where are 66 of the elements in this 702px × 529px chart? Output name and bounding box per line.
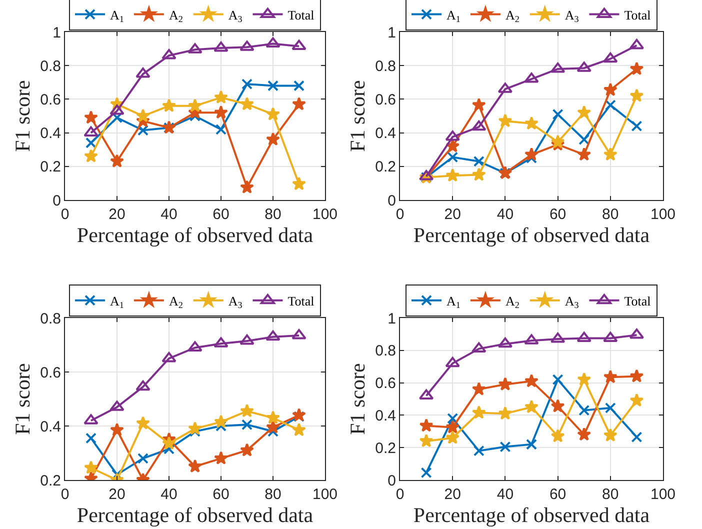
y-tick-label: 0.6 [375, 375, 396, 392]
x-tick-label: 60 [549, 486, 566, 503]
y-tick-label: 0 [388, 472, 396, 490]
x-tick-label: 60 [212, 206, 230, 223]
x-tick-label: 100 [312, 486, 338, 503]
y-tick-label: 0.4 [375, 407, 396, 424]
legend-label: A$_{3}$ [228, 7, 243, 24]
y-tick-label: 1 [388, 24, 396, 42]
y-tick-label: 1 [388, 310, 396, 328]
x-axis-title: Percentage of observed data [413, 503, 650, 527]
x-tick-label: 100 [650, 206, 676, 223]
y-tick-label: 0 [388, 192, 396, 210]
y-tick-label: 0.8 [40, 58, 61, 75]
x-tick-label: 40 [496, 206, 514, 223]
legend-label: Total [288, 293, 315, 308]
x-tick-label: 80 [264, 486, 282, 503]
y-tick-label: 0.4 [40, 418, 61, 436]
y-tick-label: 0.6 [40, 364, 61, 382]
x-tick-label: 100 [312, 206, 338, 223]
x-tick-label: 60 [549, 206, 566, 223]
x-tick-label: 20 [444, 486, 461, 503]
x-tick-label: 20 [108, 206, 126, 223]
legend-label: Total [288, 7, 315, 22]
legend-label: Total [624, 7, 652, 22]
y-axis-title: F1 score [10, 363, 34, 435]
x-tick-label: 40 [496, 486, 514, 503]
legend-label: A$_{3}$ [228, 293, 243, 310]
legend-label: A$_{3}$ [564, 7, 580, 24]
x-axis-title: Percentage of observed data [76, 223, 314, 247]
y-tick-label: 0.6 [40, 91, 61, 108]
y-axis-title: F1 score [345, 80, 370, 152]
x-tick-label: 80 [602, 206, 619, 223]
legend-label: A$_{3}$ [564, 293, 580, 310]
x-axis-title: Percentage of observed data [413, 223, 650, 247]
y-tick-label: 1 [52, 24, 61, 42]
y-tick-label: 0.8 [375, 342, 396, 360]
y-axis-title: F1 score [345, 363, 370, 435]
y-tick-label: 0.2 [40, 158, 61, 176]
y-tick-label: 0.4 [40, 125, 61, 142]
x-tick-label: 40 [160, 206, 178, 223]
x-axis-title: Percentage of observed data [76, 503, 314, 527]
legend-label: A$_{1}$ [110, 7, 124, 24]
y-tick-label: 0.4 [375, 125, 396, 142]
x-tick-label: 40 [160, 486, 178, 503]
legend-label: Total [624, 293, 652, 308]
legend-label: A$_{1}$ [446, 7, 460, 24]
y-tick-label: 0.8 [375, 58, 396, 75]
y-tick-label: 0.8 [40, 310, 61, 328]
y-tick-label: 0.6 [375, 91, 396, 108]
y-axis-title: F1 score [10, 80, 34, 152]
x-tick-label: 100 [650, 486, 676, 503]
y-tick-label: 0 [52, 192, 61, 210]
x-tick-label: 20 [108, 486, 126, 503]
legend-label: A$_{1}$ [446, 293, 460, 310]
x-tick-label: 60 [212, 486, 230, 503]
legend-label: A$_{2}$ [168, 293, 184, 310]
legend-label: A$_{2}$ [505, 7, 520, 24]
y-tick-label: 0.2 [375, 158, 396, 176]
x-tick-label: 20 [444, 206, 461, 223]
y-tick-label: 0.2 [375, 440, 396, 457]
legend-label: A$_{2}$ [505, 293, 520, 310]
x-tick-label: 80 [264, 206, 282, 223]
y-tick-label: 0.2 [40, 472, 61, 490]
legend-label: A$_{1}$ [110, 293, 124, 310]
x-tick-label: 80 [602, 486, 619, 503]
legend-label: A$_{2}$ [168, 7, 184, 24]
